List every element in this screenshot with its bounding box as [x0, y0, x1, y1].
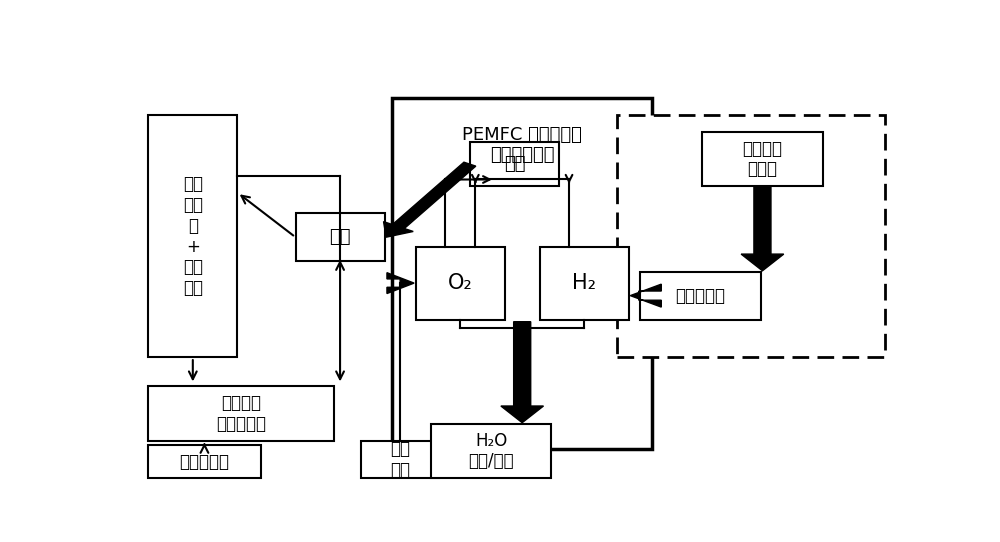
Bar [148, 386, 334, 441]
Bar [392, 99, 652, 449]
Bar [640, 272, 761, 320]
Text: H₂: H₂ [572, 273, 596, 293]
Text: H₂O
纯水/水汽: H₂O 纯水/水汽 [468, 431, 514, 470]
FancyArrow shape [501, 322, 544, 423]
FancyArrow shape [387, 273, 414, 294]
Text: 高压氢气
加氢站: 高压氢气 加氢站 [742, 139, 782, 178]
Text: PEMFC 质子交换膜
燃料电池电堆: PEMFC 质子交换膜 燃料电池电堆 [462, 126, 582, 164]
Text: 发电: 发电 [504, 155, 525, 173]
Text: O₂: O₂ [448, 273, 473, 293]
Bar [296, 213, 385, 261]
Bar [361, 441, 439, 478]
Bar [148, 115, 237, 357]
Text: 动力
电池
组
+
超级
电容: 动力 电池 组 + 超级 电容 [183, 175, 203, 297]
FancyArrow shape [630, 284, 661, 307]
Text: 配电: 配电 [329, 228, 351, 246]
Bar [617, 115, 885, 357]
Bar [148, 445, 261, 478]
FancyArrow shape [741, 187, 784, 271]
Text: 智能电控器: 智能电控器 [179, 453, 229, 470]
Text: 高压储氢罐: 高压储氢罐 [675, 287, 725, 305]
FancyArrow shape [384, 162, 476, 237]
Bar [431, 424, 551, 478]
Text: 永磁无刷
驱动电机组: 永磁无刷 驱动电机组 [216, 394, 266, 433]
Bar [540, 247, 629, 320]
Bar [702, 132, 822, 186]
Text: 净化
空气: 净化 空气 [390, 440, 410, 479]
Bar [470, 142, 559, 186]
Bar [416, 247, 505, 320]
